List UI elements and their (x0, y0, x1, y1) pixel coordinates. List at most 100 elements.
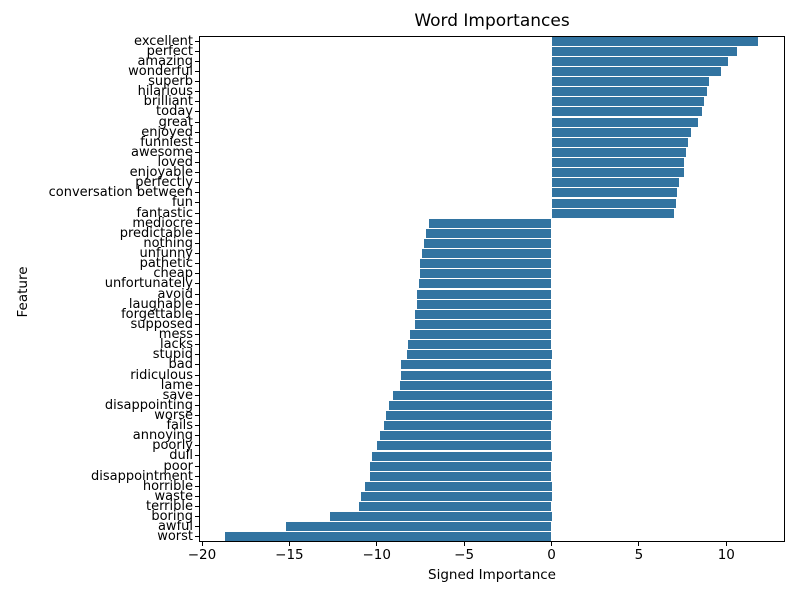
ytick-mark (195, 40, 199, 42)
bar-boring (329, 512, 552, 522)
ytick-label: disappointment (90, 468, 193, 484)
ytick-mark (195, 151, 199, 153)
bar-worst (224, 532, 552, 542)
ytick-mark (195, 91, 199, 93)
xtick-label: −15 (275, 547, 304, 563)
bar-enjoyable (551, 168, 685, 178)
ytick-mark (195, 81, 199, 83)
ytick-label: boring (151, 509, 193, 525)
x-axis-label: Signed Importance (428, 567, 556, 583)
ytick-mark (195, 283, 199, 285)
bar-funniest (551, 137, 688, 147)
xtick-mark (638, 542, 640, 546)
ytick-label: awful (157, 519, 193, 535)
ytick-label: unfortunately (104, 276, 193, 292)
ytick-mark (195, 60, 199, 62)
bar-worse (385, 411, 552, 420)
ytick-mark (195, 425, 199, 427)
ytick-mark (195, 323, 199, 325)
ytick-label: laughable (128, 296, 193, 312)
ytick-label: save (162, 387, 193, 403)
xtick-label: −5 (454, 547, 475, 563)
ytick-mark (195, 334, 199, 336)
bar-lacks (408, 340, 552, 350)
bar-dull (371, 451, 552, 461)
ytick-label: awesome (131, 144, 193, 160)
ytick-mark (195, 121, 199, 123)
ytick-label: fun (171, 195, 193, 211)
ytick-label: excellent (134, 33, 193, 49)
ytick-mark (195, 131, 199, 133)
bar-brilliant (551, 97, 704, 107)
y-axis-label-text: Feature (15, 266, 31, 318)
ytick-label: wonderful (128, 63, 193, 79)
ytick-mark (195, 384, 199, 386)
ytick-mark (195, 232, 199, 234)
bar-enjoyed (551, 127, 692, 137)
ytick-label: enjoyable (129, 165, 193, 181)
bar-forgettable (415, 309, 552, 319)
ytick-label: stupid (152, 347, 193, 363)
bar-poorly (376, 441, 552, 451)
xtick-label: −10 (362, 547, 391, 563)
ytick-mark (195, 354, 199, 356)
ytick-mark (195, 253, 199, 255)
bar-bad (401, 360, 552, 370)
ytick-label: fantastic (136, 205, 193, 221)
ytick-label: cheap (153, 266, 193, 282)
ytick-mark (195, 506, 199, 508)
ytick-mark (195, 111, 199, 113)
bar-pathetic (420, 259, 552, 269)
ytick-mark (195, 202, 199, 204)
ytick-mark (195, 475, 199, 477)
bar-today (551, 107, 702, 117)
xtick-label: −20 (187, 547, 217, 563)
ytick-label: funniest (140, 134, 193, 150)
bar-great (551, 117, 699, 127)
bar-wonderful (551, 66, 721, 76)
ytick-mark (195, 526, 199, 528)
ytick-label: pathetic (139, 256, 193, 272)
ytick-label: superb (148, 74, 193, 90)
ytick-label: horrible (142, 478, 193, 494)
ytick-label: avoid (157, 286, 193, 302)
bar-awful (285, 522, 552, 532)
ytick-mark (195, 303, 199, 305)
bar-hilarious (551, 87, 707, 97)
bar-lame (399, 380, 552, 390)
bar-perfect (551, 46, 737, 56)
ytick-label: perfect (146, 43, 193, 59)
xtick-label: 0 (547, 547, 556, 563)
ytick-mark (195, 101, 199, 103)
ytick-label: enjoyed (141, 124, 193, 140)
bar-conversation-between (551, 188, 678, 198)
bar-cheap (420, 269, 552, 279)
ytick-label: worst (157, 529, 193, 545)
xtick-label: 10 (717, 547, 735, 563)
ytick-label: hilarious (137, 84, 193, 100)
bar-fun (551, 198, 676, 208)
ytick-mark (195, 192, 199, 194)
xtick-mark (288, 542, 290, 546)
bar-disappointment (369, 471, 552, 481)
ytick-mark (195, 455, 199, 457)
ytick-mark (195, 344, 199, 346)
bar-unfortunately (418, 279, 552, 289)
ytick-mark (195, 70, 199, 72)
ytick-label: predictable (119, 225, 193, 241)
xtick-mark (725, 542, 727, 546)
ytick-mark (195, 182, 199, 184)
xtick-mark (551, 542, 552, 546)
ytick-label: brilliant (143, 94, 193, 110)
ytick-label: mediocre (132, 215, 193, 231)
bar-loved (551, 158, 685, 167)
ytick-label: lacks (159, 337, 193, 353)
ytick-label: fails (166, 418, 193, 434)
ytick-mark (195, 364, 199, 366)
ytick-mark (195, 313, 199, 315)
bar-mess (409, 330, 552, 339)
ytick-mark (195, 404, 199, 406)
ytick-label: forgettable (121, 306, 193, 322)
ytick-label: mess (158, 327, 193, 343)
